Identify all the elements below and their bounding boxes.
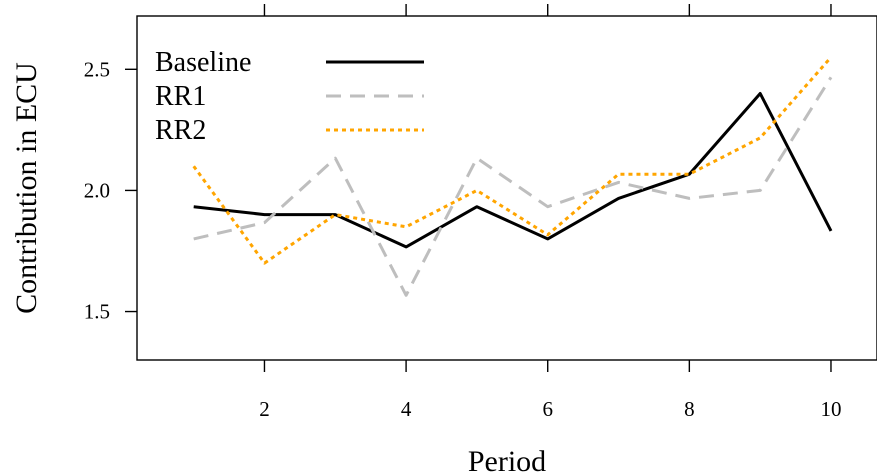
x-tick-label: 4	[401, 397, 412, 421]
legend-label-baseline: Baseline	[155, 47, 251, 78]
x-tick-label: 6	[542, 397, 553, 421]
axis-ticks: 2 4 6 8 10 1.5 2.0 2.5	[84, 4, 841, 421]
x-tick-label: 10	[820, 397, 841, 421]
legend-label-rr2: RR2	[155, 115, 206, 146]
y-tick-label: 2.0	[84, 178, 110, 202]
x-tick-label: 8	[684, 397, 695, 421]
legend-label-rr1: RR1	[155, 81, 206, 112]
series-line-rr1	[193, 76, 833, 297]
y-tick-label: 1.5	[84, 300, 110, 324]
y-axis-label: Contribution in ECU	[10, 62, 43, 314]
y-tick-label: 2.5	[84, 57, 110, 81]
series-line-rr2	[192, 56, 833, 265]
series-line-baseline	[193, 92, 833, 249]
x-tick-label: 2	[259, 397, 270, 421]
x-axis-label: Period	[468, 445, 546, 476]
series-lines	[192, 56, 833, 297]
plot-frame	[136, 15, 877, 361]
